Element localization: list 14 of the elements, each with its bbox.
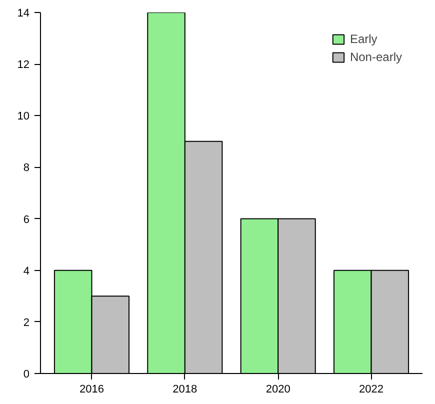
- x-tick-label: 2016: [80, 384, 104, 396]
- y-tick-label: 0: [23, 368, 30, 380]
- x-tick-label: 2022: [359, 384, 384, 396]
- legend-label: Non-early: [350, 50, 402, 64]
- y-tick-label: 6: [23, 214, 30, 226]
- y-tick-label: 12: [17, 59, 30, 72]
- x-tick-label: 2020: [266, 384, 290, 396]
- y-tick-label: 2: [23, 316, 30, 329]
- y-tick-label: 8: [23, 162, 30, 174]
- y-tick-label: 4: [23, 265, 30, 278]
- y-tick-label: 10: [17, 110, 30, 123]
- y-tick-label: 14: [17, 8, 30, 20]
- x-tick-label: 2018: [172, 384, 198, 396]
- legend-label: Early: [350, 32, 378, 46]
